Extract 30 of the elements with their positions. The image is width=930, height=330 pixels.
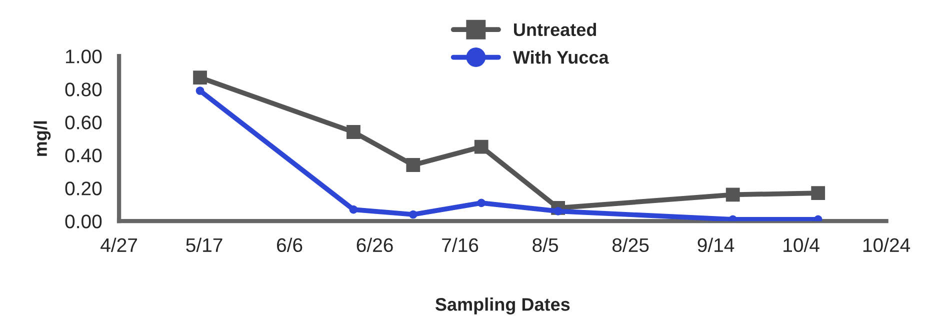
point (193, 70, 207, 84)
y-tick-label: 0.40 (65, 148, 102, 162)
x-tick-label: 6/6 (277, 238, 302, 252)
x-tick-label: 10/4 (784, 238, 820, 252)
point (811, 186, 826, 200)
x-tick-label: 7/16 (442, 238, 478, 252)
y-tick-label: 1.00 (66, 50, 102, 64)
y-tick-label: 0.80 (65, 82, 102, 96)
y-tick-label: 0.00 (65, 214, 102, 228)
legend-label: Untreated (514, 22, 596, 36)
x-tick-label: 9/14 (698, 238, 734, 252)
point (726, 188, 740, 202)
x-tick-label: 4/27 (100, 238, 137, 252)
y-tick-label: 0.20 (65, 182, 102, 196)
x-axis-title: Sampling Dates (435, 298, 570, 314)
x-tick-label: 5/17 (186, 238, 222, 252)
x-tick-label: 8/25 (612, 238, 649, 252)
x-tick-label: 10/24 (863, 238, 910, 252)
point (474, 140, 488, 154)
x-tick-label: 6/26 (356, 238, 393, 252)
point (406, 158, 420, 172)
y-tick-label: 0.60 (65, 116, 102, 130)
point (477, 198, 486, 208)
point (349, 205, 358, 214)
point (196, 86, 204, 95)
x-tick-label: 8/5 (532, 238, 558, 252)
point (408, 210, 418, 219)
legend-label: With Yucca (512, 50, 609, 64)
y-axis-title: mg/l (34, 121, 51, 156)
point (346, 125, 360, 139)
